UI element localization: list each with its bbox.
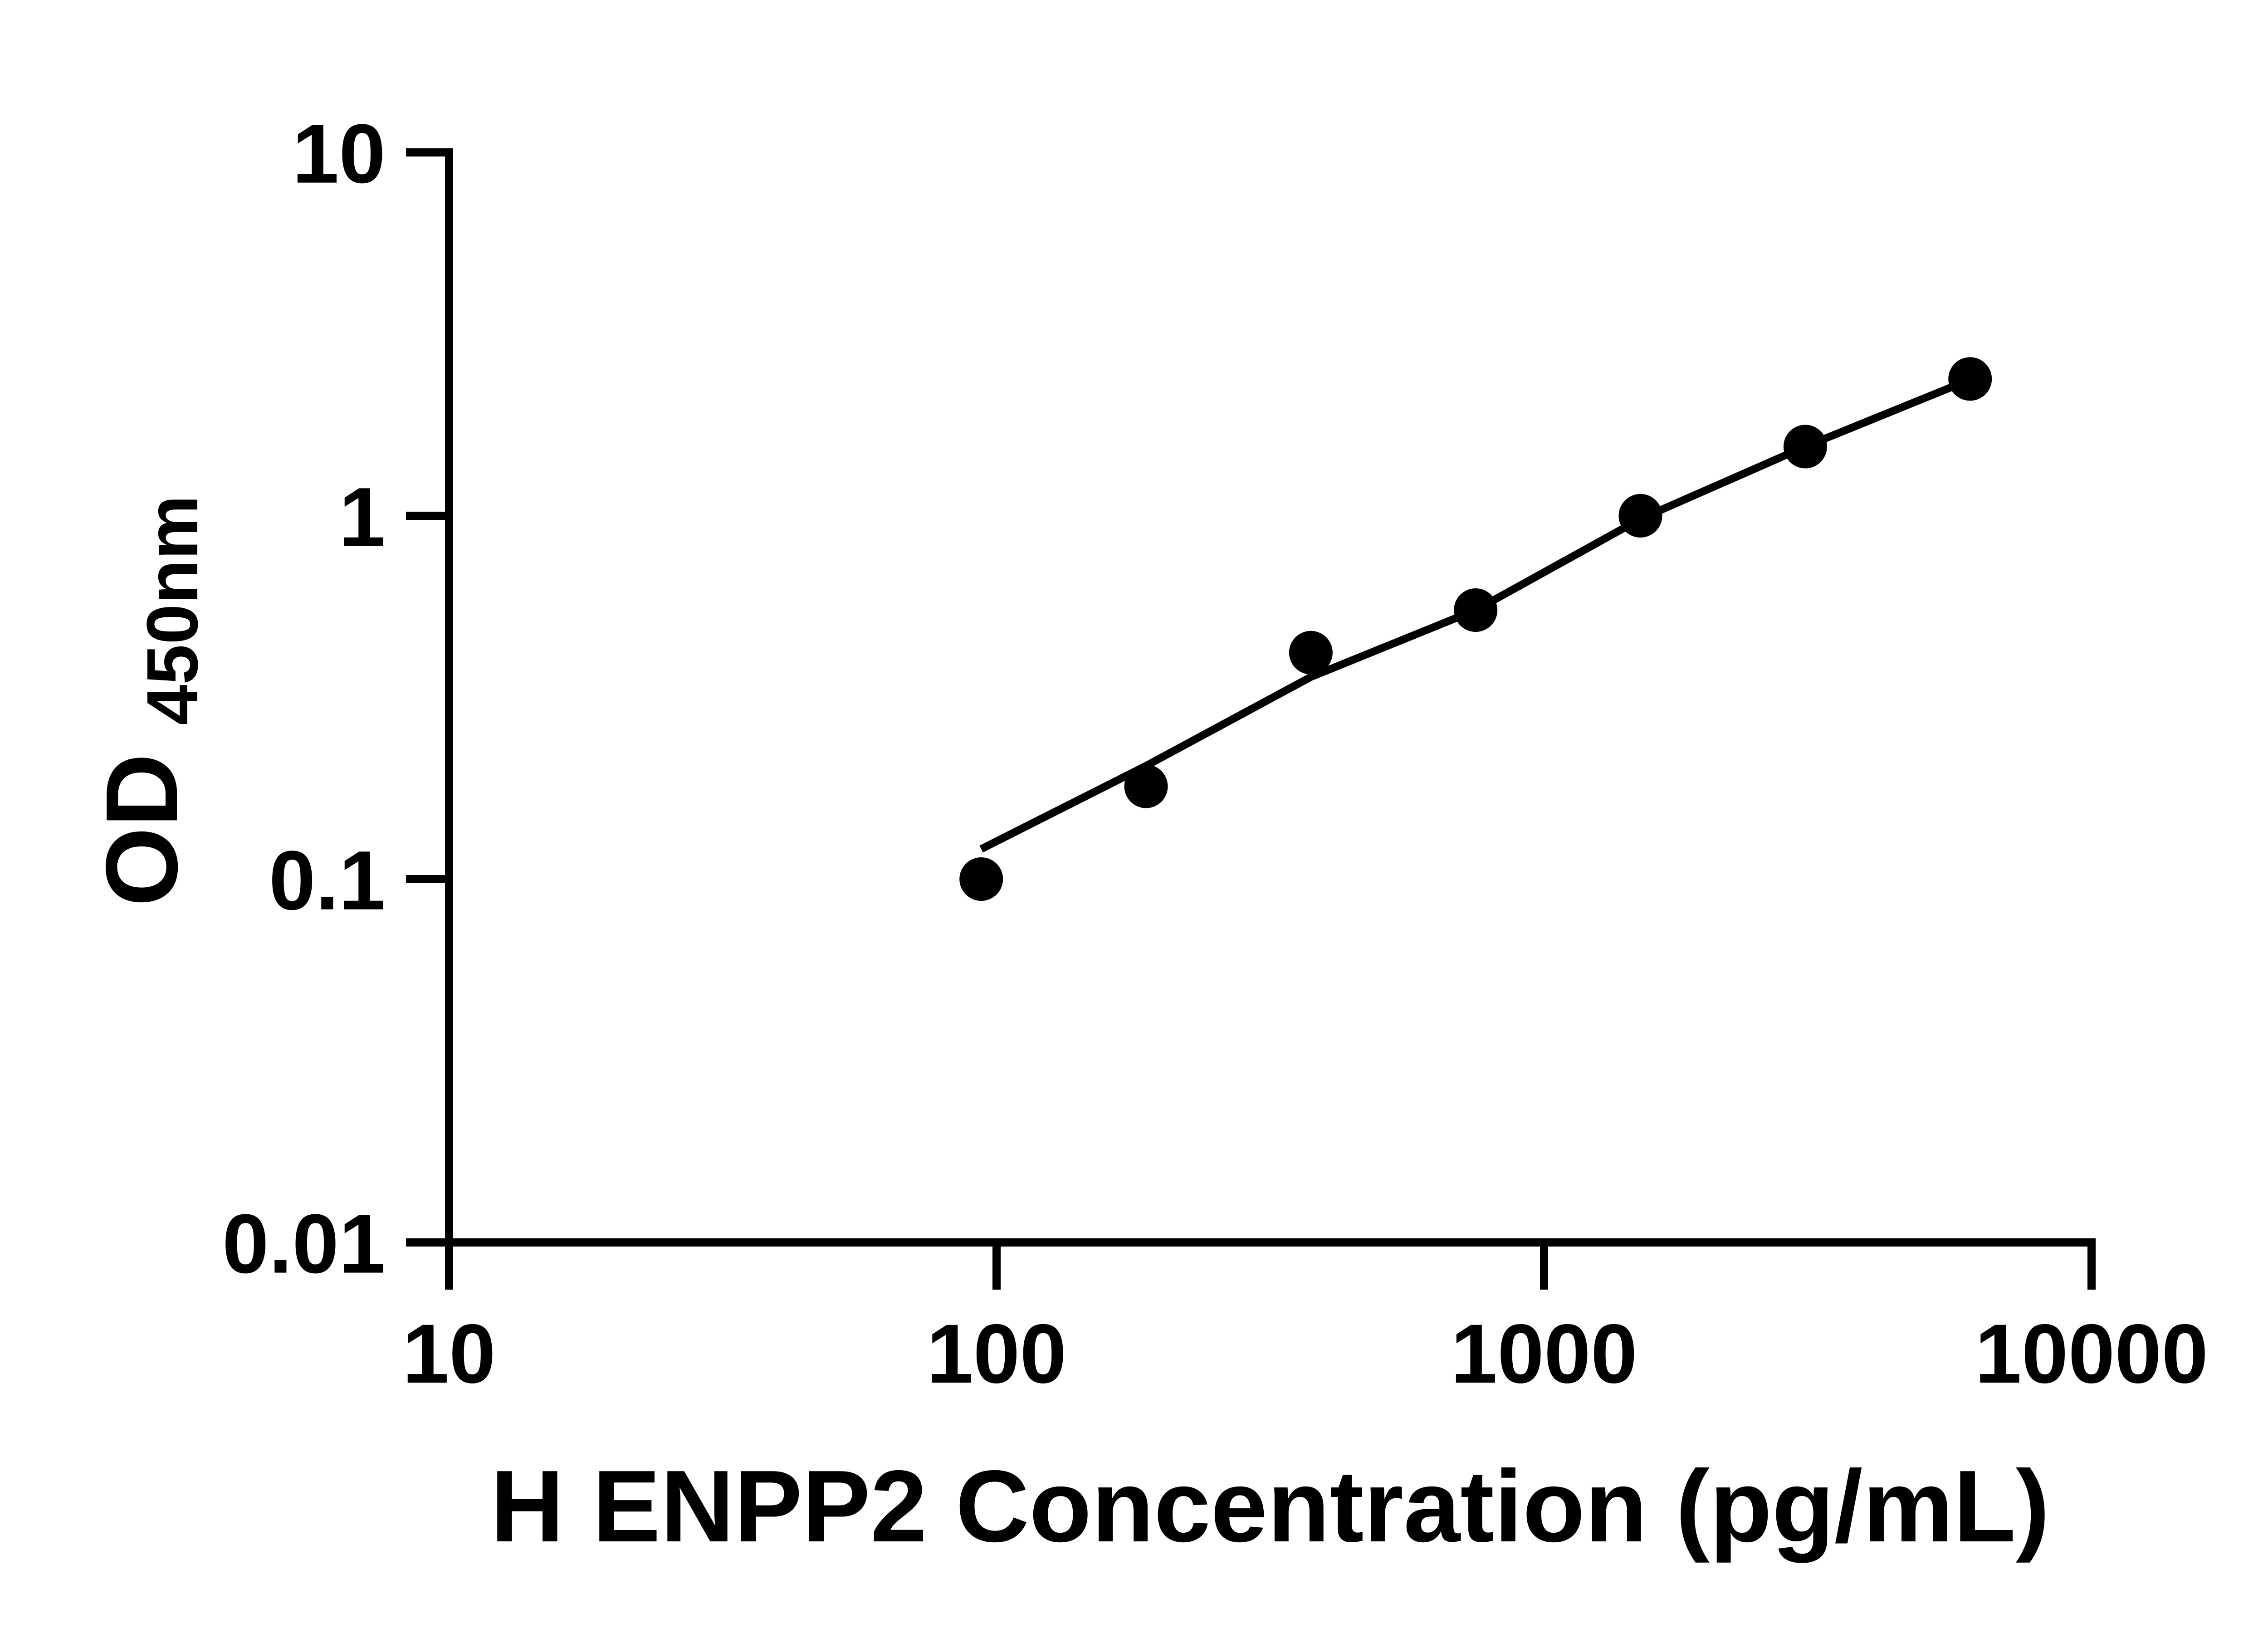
x-tick-label: 100 [927, 1307, 1067, 1401]
x-axis-tick-labels: 10 100 1000 10000 [402, 1307, 2208, 1401]
x-axis-ticks [445, 1238, 2096, 1290]
x-tick-label: 1000 [1451, 1307, 1637, 1401]
y-axis-title: OD 450nm [84, 495, 213, 907]
x-axis-title: H ENPP2 Concentration (pg/mL) [490, 1449, 2050, 1563]
y-tick-label: 0.1 [269, 834, 386, 928]
y-tick-label: 0.01 [222, 1198, 386, 1291]
y-axis-title-subscript: 450nm [132, 495, 213, 725]
data-point [1289, 631, 1333, 675]
x-tick-label: 10000 [1975, 1307, 2208, 1401]
y-tick-label: 10 [292, 108, 386, 201]
data-point [959, 857, 1003, 901]
y-tick-label: 1 [339, 471, 386, 564]
data-point [1454, 588, 1498, 632]
data-point [1783, 425, 1827, 469]
data-point [1124, 764, 1168, 808]
x-tick-label: 10 [402, 1307, 496, 1401]
data-point [1948, 357, 1992, 401]
data-point [1618, 494, 1662, 538]
data-point-markers [959, 357, 1992, 901]
y-axis-tick-labels: 10 1 0.1 0.01 [222, 108, 386, 1291]
y-axis-title-main: OD [84, 753, 199, 907]
